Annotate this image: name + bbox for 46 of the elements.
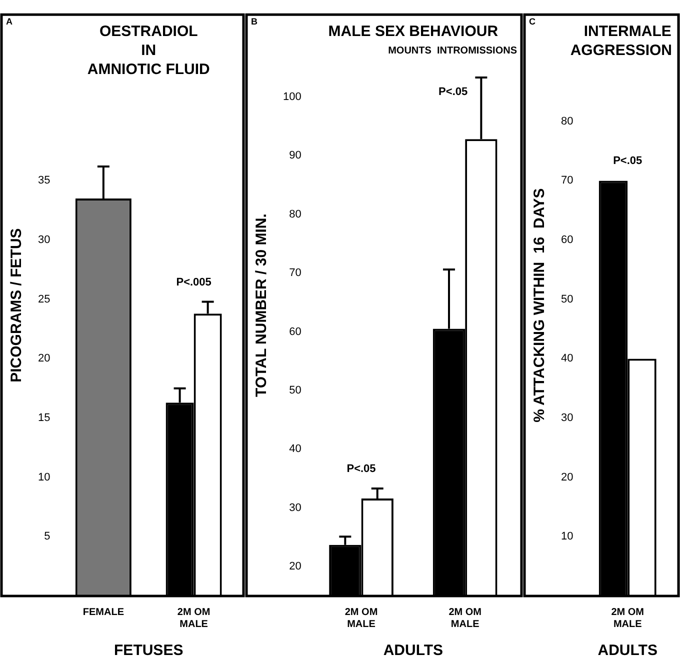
y-tick-label: 35	[38, 174, 50, 187]
y-tick-label: 60	[560, 234, 574, 246]
x-tick-label: 2M OM MALE	[611, 606, 644, 630]
y-tick-label: 10	[38, 471, 50, 484]
annotation: P<.005	[176, 276, 212, 288]
y-tick-label: 50	[289, 384, 302, 396]
x-tick-label: 2M OM MALE	[448, 606, 482, 630]
y-axis-title: % ATTACKING WITHIN 16 DAYS	[531, 188, 548, 422]
y-tick-label: 30	[560, 412, 574, 424]
x-tick-label: FEMALE	[82, 606, 124, 618]
y-tick-label: 25	[38, 293, 50, 306]
y-tick-label: 20	[38, 352, 50, 365]
annotation: P<.05	[346, 463, 376, 476]
text: MALE SEX BEHAVIOUR	[328, 23, 498, 40]
text: INTERMALE AGGRESSION	[570, 23, 672, 60]
x-axis-title: ADULTS	[598, 642, 658, 660]
text: OESTRADIOL IN AMNIOTIC FLUID	[87, 23, 210, 78]
y-tick-label: 20	[560, 471, 574, 484]
y-axis-title: TOTAL NUMBER / 30 MIN.	[253, 214, 270, 397]
x-axis-title: ADULTS	[383, 642, 444, 660]
y-tick-label: 10	[560, 530, 574, 543]
text: C	[529, 16, 536, 27]
y-tick-label: 80	[560, 115, 574, 128]
x-tick-label: 2M OM MALE	[177, 606, 210, 630]
y-tick-label: 15	[38, 412, 50, 424]
annotation: P<.05	[438, 86, 468, 98]
y-tick-label: 40	[560, 352, 574, 365]
x-tick-label: 2M OM MALE	[344, 606, 378, 630]
y-tick-label: 90	[289, 150, 302, 162]
y-tick-label: 20	[289, 560, 302, 573]
y-tick-label: 80	[289, 208, 302, 220]
y-tick-label: 60	[289, 326, 302, 338]
y-tick-label: 70	[289, 267, 302, 280]
y-tick-label: 100	[282, 90, 302, 103]
y-axis-title: PICOGRAMS / FETUS	[8, 228, 26, 382]
y-tick-label: 30	[38, 234, 50, 246]
annotation: A	[6, 16, 13, 27]
x-axis-title: FETUSES	[114, 642, 184, 660]
y-tick-label: 5	[44, 530, 50, 543]
y-tick-label: 40	[289, 443, 302, 456]
text: MOUNTS INTROMISSIONS	[388, 45, 518, 56]
y-tick-label: 50	[560, 293, 574, 306]
annotation: B	[251, 16, 258, 27]
y-tick-label: 70	[560, 174, 574, 187]
annotation: P<.05	[613, 155, 642, 168]
y-tick-label: 30	[289, 502, 302, 514]
